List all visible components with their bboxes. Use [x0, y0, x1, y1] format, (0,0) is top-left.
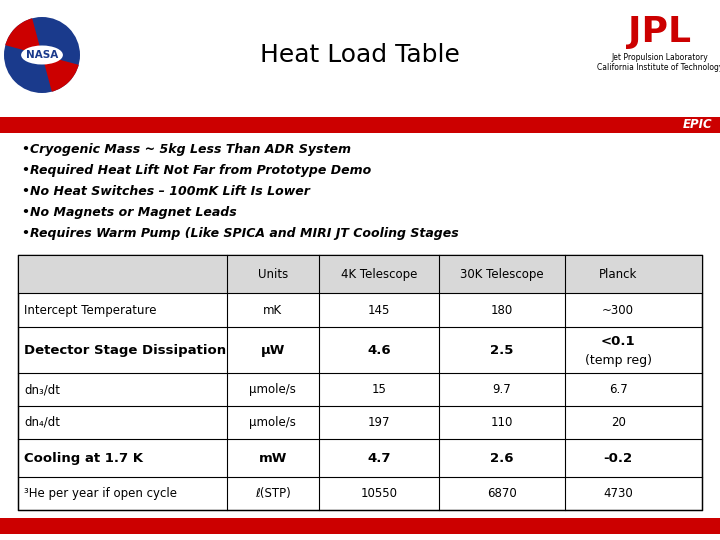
Text: <0.1: <0.1 — [601, 335, 636, 348]
Text: •Required Heat Lift Not Far from Prototype Demo: •Required Heat Lift Not Far from Prototy… — [22, 164, 372, 177]
Bar — [18, 255, 702, 510]
Text: 110: 110 — [491, 416, 513, 429]
Text: •No Heat Switches – 100mK Lift Is Lower: •No Heat Switches – 100mK Lift Is Lower — [22, 185, 310, 198]
Text: ³He per year if open cycle: ³He per year if open cycle — [24, 487, 177, 500]
Bar — [18, 255, 702, 294]
Bar — [0, 518, 720, 534]
Text: ~300: ~300 — [602, 304, 634, 317]
Text: 4K Telescope: 4K Telescope — [341, 268, 417, 281]
Text: (temp reg): (temp reg) — [585, 354, 652, 367]
Text: 6.7: 6.7 — [609, 383, 628, 396]
Wedge shape — [42, 55, 78, 92]
Text: California Institute of Technology: California Institute of Technology — [597, 63, 720, 71]
Text: Cooling at 1.7 K: Cooling at 1.7 K — [24, 451, 143, 464]
Text: ℓ(STP): ℓ(STP) — [255, 487, 291, 500]
Bar — [0, 117, 720, 133]
Text: •Requires Warm Pump (Like SPICA and MIRI JT Cooling Stages: •Requires Warm Pump (Like SPICA and MIRI… — [22, 227, 459, 240]
Wedge shape — [5, 18, 42, 55]
Text: 10550: 10550 — [360, 487, 397, 500]
Text: 4.7: 4.7 — [367, 451, 390, 464]
Text: Jet Propulsion Laboratory: Jet Propulsion Laboratory — [611, 53, 708, 63]
Text: mK: mK — [264, 304, 282, 317]
Text: dn₃/dt: dn₃/dt — [24, 383, 60, 396]
Text: 9.7: 9.7 — [492, 383, 511, 396]
Text: μW: μW — [261, 344, 285, 357]
Text: 4730: 4730 — [603, 487, 633, 500]
Text: 30K Telescope: 30K Telescope — [460, 268, 544, 281]
Text: 145: 145 — [368, 304, 390, 317]
Text: NASA: NASA — [26, 50, 58, 60]
Text: 20: 20 — [611, 416, 626, 429]
Text: dn₄/dt: dn₄/dt — [24, 416, 60, 429]
Ellipse shape — [21, 45, 63, 64]
Text: Heat Load Table: Heat Load Table — [260, 43, 460, 67]
Circle shape — [4, 17, 80, 93]
Text: •No Magnets or Magnet Leads: •No Magnets or Magnet Leads — [22, 206, 237, 219]
Text: JPL: JPL — [629, 15, 691, 49]
Text: 6870: 6870 — [487, 487, 517, 500]
Text: μmole/s: μmole/s — [249, 383, 296, 396]
Text: 2.5: 2.5 — [490, 344, 513, 357]
Text: -0.2: -0.2 — [603, 451, 633, 464]
Text: •Cryogenic Mass ~ 5kg Less Than ADR System: •Cryogenic Mass ~ 5kg Less Than ADR Syst… — [22, 143, 351, 156]
Text: EPIC: EPIC — [683, 118, 712, 132]
Text: 180: 180 — [491, 304, 513, 317]
Text: 4.6: 4.6 — [367, 344, 391, 357]
Text: 2.6: 2.6 — [490, 451, 513, 464]
Text: μmole/s: μmole/s — [249, 416, 296, 429]
Text: Detector Stage Dissipation: Detector Stage Dissipation — [24, 344, 226, 357]
Text: mW: mW — [258, 451, 287, 464]
Text: 15: 15 — [372, 383, 386, 396]
Text: Units: Units — [258, 268, 288, 281]
Text: Planck: Planck — [599, 268, 637, 281]
Text: Intercept Temperature: Intercept Temperature — [24, 304, 156, 317]
Text: 197: 197 — [368, 416, 390, 429]
